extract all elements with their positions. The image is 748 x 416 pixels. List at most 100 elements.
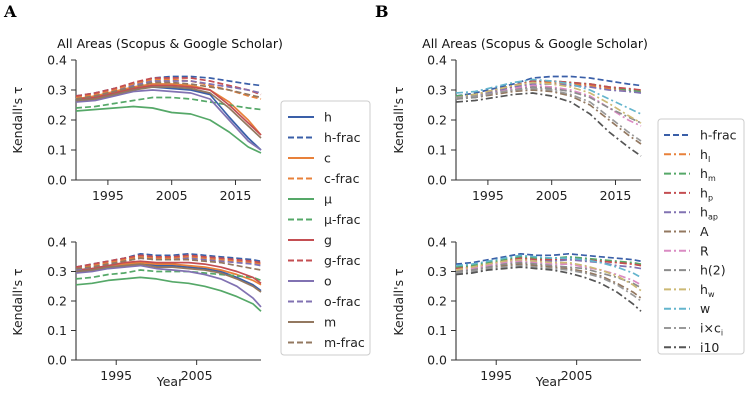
- y-tick-label: 0.3: [427, 83, 447, 98]
- series-line-w: [455, 78, 642, 115]
- series-line-g: [75, 260, 262, 284]
- y-tick-label: 0.0: [427, 173, 447, 188]
- legend-label: R: [700, 243, 709, 258]
- legend-label: i×ci: [700, 321, 723, 338]
- series-line-hap: [455, 83, 642, 100]
- series-line-i×ci: [455, 264, 642, 302]
- y-tick-label: 0.0: [47, 353, 67, 368]
- y-tick-label: 0.4: [427, 53, 447, 68]
- y-tick-label: 0.1: [47, 323, 67, 338]
- y-tick-label: 0.1: [47, 143, 67, 158]
- y-tick-label: 0.2: [427, 294, 447, 309]
- legend-label: o: [324, 274, 332, 289]
- series-line-m: [75, 263, 262, 293]
- series-line-o: [75, 89, 262, 151]
- panel-label-b: B: [375, 2, 389, 21]
- legend-label: m-frac: [324, 335, 365, 350]
- series-line-m-frac: [75, 81, 262, 100]
- series-line-hw: [455, 258, 642, 292]
- series-line-h-frac: [455, 75, 642, 97]
- x-tick-label: 2015: [220, 188, 252, 203]
- y-tick-label: 0.0: [47, 173, 67, 188]
- series-line-m: [75, 86, 262, 139]
- series-line-R: [455, 260, 642, 286]
- series-line-g-frac: [75, 77, 262, 97]
- series-line-i10: [455, 266, 642, 312]
- legend-label: c-frac: [324, 171, 360, 186]
- y-tick-label: 0.4: [427, 235, 447, 250]
- y-tick-label: 0.1: [427, 323, 447, 338]
- legend-label: μ-frac: [324, 212, 361, 227]
- legend-label: g: [324, 233, 332, 248]
- legend-label: g-frac: [324, 253, 361, 268]
- series-line-hw: [455, 81, 642, 124]
- y-axis-label-b-bottom: Kendall's τ: [391, 268, 406, 335]
- y-axis-label-a-bottom: Kendall's τ: [10, 268, 25, 335]
- y-tick-label: 0.2: [427, 113, 447, 128]
- series-line-o: [75, 264, 262, 308]
- y-tick-label: 0.1: [427, 143, 447, 158]
- legend-label: A: [700, 224, 709, 239]
- x-tick-label: 1995: [480, 368, 512, 383]
- y-tick-label: 0.2: [47, 294, 67, 309]
- legend-label: o-frac: [324, 294, 361, 309]
- legend-a-frame: [280, 100, 371, 356]
- legend-label: hI: [700, 147, 710, 164]
- chart-panel-a-top: 0.0 0.1 0.2 0.3 0.4 1995 2005 2015: [47, 53, 262, 203]
- y-tick-label: 0.3: [47, 264, 67, 279]
- series-line-c-frac: [75, 255, 262, 270]
- legend-b-frame: [657, 118, 745, 355]
- y-axis-label-a-top: Kendall's τ: [10, 86, 25, 153]
- legend-label: h-frac: [700, 128, 737, 143]
- y-tick-label: 0.0: [427, 353, 447, 368]
- x-tick-label: 2005: [181, 368, 213, 383]
- series-line-μ: [75, 105, 262, 154]
- legend-label: h: [324, 110, 332, 125]
- legend-label: m: [324, 315, 336, 330]
- x-tick-label: 2005: [156, 188, 188, 203]
- series-line-h(2): [455, 86, 642, 124]
- x-tick-label: 1995: [472, 188, 504, 203]
- x-tick-label: 2005: [561, 368, 593, 383]
- series-line-g: [75, 84, 262, 136]
- series-line-μ-frac: [75, 269, 262, 282]
- series-line-h-frac: [455, 252, 642, 265]
- chart-title-a: All Areas (Scopus & Google Scholar): [57, 36, 283, 51]
- x-axis-label-a: Year: [156, 374, 184, 389]
- series-line-hm: [455, 255, 642, 268]
- series-line-h(2): [455, 261, 642, 289]
- x-tick-label: 2005: [536, 188, 568, 203]
- series-line-μ: [75, 276, 262, 312]
- chart-panel-b-top: 0.0 0.1 0.2 0.3 0.4 1995 2005 2015: [427, 53, 642, 203]
- legend-label: μ: [324, 192, 332, 207]
- y-tick-label: 0.4: [47, 53, 67, 68]
- legend-a: h h-frac c c-frac μ μ-frac g g-frac o o-frac m m-fr…: [280, 100, 371, 356]
- x-tick-label: 1995: [100, 368, 132, 383]
- series-line-w: [455, 254, 642, 279]
- legend-label: w: [700, 301, 710, 316]
- y-tick-label: 0.3: [427, 264, 447, 279]
- legend-label: c: [324, 151, 331, 166]
- chart-title-b: All Areas (Scopus & Google Scholar): [422, 36, 648, 51]
- panel-label-a: A: [3, 2, 17, 21]
- x-tick-label: 2015: [600, 188, 632, 203]
- chart-panel-b-bottom: 0.0 0.1 0.2 0.3 0.4 1995 2005: [427, 235, 642, 383]
- x-axis-label-b: Year: [535, 374, 563, 389]
- legend-label: h(2): [700, 263, 726, 278]
- chart-panel-a-bottom: 0.0 0.1 0.2 0.3 0.4 1995 2005: [47, 235, 262, 383]
- x-tick-label: 1995: [92, 188, 124, 203]
- series-line-A: [455, 89, 642, 145]
- series-line-i10: [455, 92, 642, 157]
- y-tick-label: 0.3: [47, 83, 67, 98]
- series-line-g-frac: [75, 254, 262, 268]
- series-line-μ-frac: [75, 96, 262, 111]
- legend-label: i10: [700, 340, 719, 355]
- legend-label: h-frac: [324, 130, 361, 145]
- series-line-m-frac: [75, 257, 262, 271]
- y-tick-label: 0.4: [47, 235, 67, 250]
- series-line-i×ci: [455, 87, 642, 142]
- y-tick-label: 0.2: [47, 113, 67, 128]
- y-axis-label-b-top: Kendall's τ: [391, 86, 406, 153]
